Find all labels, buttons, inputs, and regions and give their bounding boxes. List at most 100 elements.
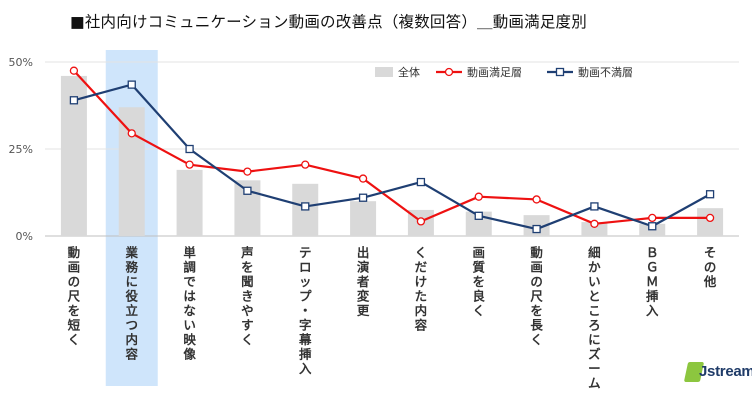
x-tick-label: 画 <box>472 245 485 260</box>
x-tick-label: だ <box>415 260 428 275</box>
x-tick-label: 画 <box>530 260 543 275</box>
bar <box>581 222 608 236</box>
x-tick-label: 長 <box>530 318 543 333</box>
x-tick-label: ム <box>588 376 601 391</box>
x-tick-label: の <box>68 274 81 289</box>
x-tick-label: 立 <box>125 303 138 318</box>
x-tick-label: 声 <box>240 245 254 260</box>
logo-text: Jstream <box>699 363 752 380</box>
x-tick-label: 短 <box>68 318 81 333</box>
x-tick-label: 動 <box>68 245 81 260</box>
x-tick-label: つ <box>125 318 138 333</box>
x-tick-label: 内 <box>415 303 428 318</box>
line-point <box>127 80 136 89</box>
legend-label: 全体 <box>398 65 420 79</box>
line-point <box>705 190 715 199</box>
bar <box>350 201 377 236</box>
line-point <box>590 219 599 228</box>
x-tick-label: Ｍ <box>646 274 659 289</box>
x-tick-label: 細 <box>588 245 601 260</box>
line-point <box>127 129 136 138</box>
x-tick-label: と <box>588 289 601 304</box>
x-tick-label: 良 <box>472 289 485 304</box>
x-tick-label: 幕 <box>298 332 312 347</box>
x-tick-label: ・ <box>299 303 312 318</box>
x-tick-label: ろ <box>588 318 601 333</box>
line-point <box>474 192 483 201</box>
x-tick-label: そ <box>704 245 717 260</box>
x-tick-label: な <box>183 303 196 318</box>
x-tick-label: 務 <box>125 260 138 275</box>
x-tick-label: き <box>241 289 254 304</box>
x-tick-label: 他 <box>703 274 717 289</box>
x-tick-label: く <box>415 245 428 260</box>
line-point <box>358 193 368 202</box>
x-tick-label: 業 <box>124 245 138 260</box>
line-point <box>532 195 541 204</box>
y-tick-label: 25% <box>9 143 33 156</box>
x-tick-label: 内 <box>125 332 138 347</box>
x-tick-label: い <box>183 318 196 333</box>
x-tick-label: 入 <box>646 303 659 318</box>
line-point <box>185 144 194 154</box>
x-tick-label: 聞 <box>241 274 254 289</box>
x-tick-label: 挿 <box>646 289 659 304</box>
x-tick-label: た <box>415 289 428 304</box>
line-point <box>474 211 483 220</box>
x-tick-label: 容 <box>414 318 428 333</box>
line-point <box>705 213 715 223</box>
x-tick-label: 変 <box>357 289 370 304</box>
x-tick-label: 映 <box>183 332 196 347</box>
x-tick-label: く <box>68 332 81 347</box>
chart-title: ■社内向けコミュニケーション動画の改善点（複数回答）＿動画満足度別 <box>70 13 587 31</box>
x-tick-label: 単 <box>183 245 196 260</box>
line-point <box>69 66 79 75</box>
legend-marker <box>444 67 454 77</box>
line-point <box>243 167 252 176</box>
x-tick-label: ー <box>588 361 601 376</box>
x-tick-label: け <box>415 274 428 289</box>
y-tick-label: 50% <box>9 56 33 69</box>
x-tick-label: 出 <box>357 245 370 260</box>
x-tick-label: を <box>472 274 485 289</box>
line-point <box>590 202 599 211</box>
x-tick-label: 容 <box>124 347 138 362</box>
series-line <box>73 69 711 225</box>
line-point <box>185 160 194 169</box>
x-tick-label: ッ <box>299 274 312 289</box>
x-tick-label: テ <box>299 245 312 260</box>
x-tick-label: 尺 <box>68 289 81 304</box>
x-tick-label: 者 <box>356 274 370 289</box>
line-point <box>648 222 657 231</box>
legend-swatch <box>375 67 393 77</box>
x-tick-label: く <box>241 332 254 347</box>
x-tick-label: を <box>530 303 543 318</box>
x-tick-label: 画 <box>68 260 81 275</box>
x-tick-label: 質 <box>472 260 485 275</box>
x-tick-label: の <box>530 274 543 289</box>
legend-label: 動画不満層 <box>578 65 633 79</box>
x-tick-label: 挿 <box>299 347 312 362</box>
x-tick-label: や <box>241 303 254 318</box>
x-tick-label: か <box>588 260 601 275</box>
x-tick-label: く <box>472 303 485 318</box>
x-tick-label: 入 <box>299 361 312 376</box>
x-tick-label: こ <box>588 303 601 318</box>
jstream-logo: Jstream <box>683 360 752 384</box>
line-point <box>243 186 252 195</box>
x-tick-label: 役 <box>125 289 138 304</box>
x-tick-label: 字 <box>299 318 312 333</box>
x-tick-label: プ <box>299 289 312 304</box>
x-tick-label: を <box>241 260 254 275</box>
line-point <box>358 174 368 183</box>
bar <box>118 107 145 237</box>
bar <box>176 169 203 236</box>
x-tick-label: で <box>183 274 196 289</box>
legend-label: 動画満足層 <box>467 65 522 79</box>
x-tick-label: に <box>588 332 601 347</box>
x-tick-label: 更 <box>357 303 370 318</box>
legend-marker <box>555 67 565 77</box>
x-tick-label: 動 <box>530 245 543 260</box>
line-point <box>301 202 310 211</box>
